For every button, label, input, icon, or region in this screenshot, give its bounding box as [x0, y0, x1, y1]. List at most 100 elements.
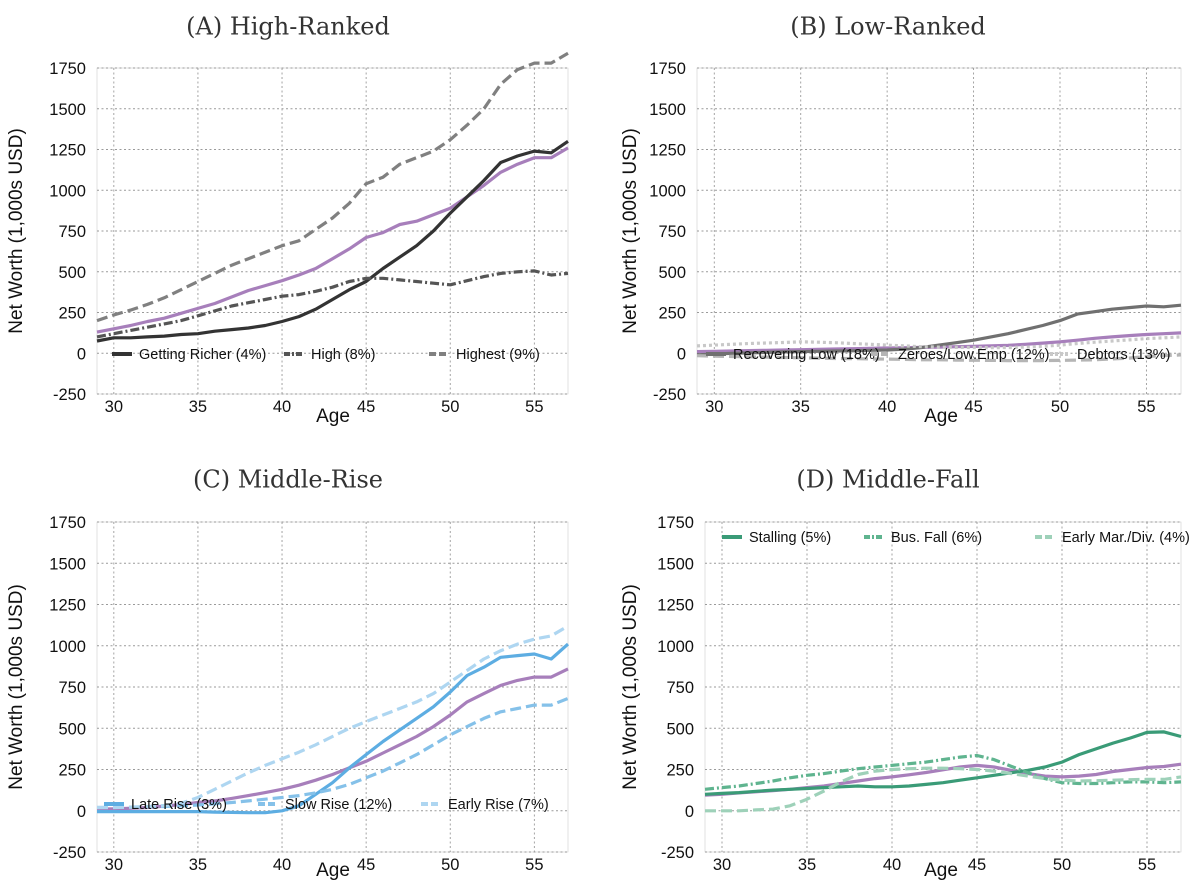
- legend-label: Bus. Fall (6%): [891, 530, 982, 546]
- y-tick-label: 1500: [49, 555, 86, 573]
- chart-panel-4: (D) Middle-Fall 30 35 40 45 50 55 -250 0 250 500 75…: [620, 466, 1190, 882]
- x-tick-label: 50: [441, 398, 459, 416]
- legend-label: Getting Richer (4%): [139, 347, 266, 363]
- y-axis-label: Net Worth (1,000s USD): [6, 584, 27, 790]
- chart-panel-2: (B) Low-Ranked 30 35 40 45 50 55 -250 0 250 500 750…: [620, 13, 1182, 427]
- panel-title: (B) Low-Ranked: [790, 13, 986, 41]
- series-line-high-8: [96, 269, 569, 339]
- chart-panel-1: (A) High-Ranked 30 35 40 45 50 55 -250 0 250 500 75…: [6, 13, 569, 427]
- y-tick-label: 1500: [649, 101, 686, 119]
- legend-label: Highest (9%): [456, 347, 540, 363]
- y-tick-label: 1750: [49, 60, 86, 78]
- y-tick-label: 1000: [657, 638, 694, 656]
- y-tick-label: 500: [58, 720, 86, 738]
- series-line-debtors-13: [696, 335, 1182, 350]
- legend-label: Early Mar./Div. (4%): [1062, 530, 1190, 546]
- y-tick-label: 0: [77, 803, 86, 821]
- x-tick-label: 45: [968, 856, 986, 874]
- x-axis-label: Age: [316, 860, 350, 881]
- y-tick-label: -250: [653, 386, 686, 404]
- y-tick-label: 250: [666, 762, 694, 780]
- x-tick-label: 30: [105, 398, 123, 416]
- y-tick-label: 250: [658, 305, 686, 323]
- series-line-zeroes-low-emp-12: [696, 353, 1182, 363]
- y-tick-label: -250: [53, 844, 86, 862]
- x-tick-label: 40: [878, 398, 896, 416]
- y-tick-label: 0: [685, 803, 694, 821]
- y-tick-label: -250: [661, 844, 694, 862]
- series-line-reference: [96, 146, 569, 334]
- y-axis-label: Net Worth (1,000s USD): [6, 128, 27, 334]
- series-line-getting-richer-4: [96, 139, 569, 343]
- y-tick-label: 1500: [49, 101, 86, 119]
- x-tick-label: 30: [713, 856, 731, 874]
- x-tick-label: 35: [189, 856, 207, 874]
- legend-label: Late Rise (3%): [131, 797, 227, 813]
- x-tick-label: 35: [798, 856, 816, 874]
- y-tick-label: 0: [77, 345, 86, 363]
- x-tick-label: 35: [189, 398, 207, 416]
- x-tick-label: 55: [1138, 856, 1156, 874]
- y-tick-label: 1750: [649, 60, 686, 78]
- panel-title: (A) High-Ranked: [186, 13, 390, 41]
- y-tick-label: 500: [658, 264, 686, 282]
- y-tick-label: 1750: [657, 514, 694, 532]
- series-line-slow-rise-12: [97, 697, 569, 810]
- y-tick-label: 1000: [49, 182, 86, 200]
- y-tick-label: 1750: [49, 514, 86, 532]
- y-tick-label: 1000: [49, 638, 86, 656]
- series-line-stalling-5: [704, 730, 1182, 796]
- y-tick-label: 1250: [49, 142, 86, 160]
- x-axis-label: Age: [924, 406, 958, 427]
- x-tick-label: 50: [441, 856, 459, 874]
- series-line-recovering-low-18: [696, 303, 1182, 357]
- x-tick-label: 55: [525, 856, 543, 874]
- y-tick-label: 500: [58, 264, 86, 282]
- y-axis-label: Net Worth (1,000s USD): [620, 584, 641, 790]
- chart-panel-3: (C) Middle-Rise 30 35 40 45 50 55 -250 0 250 500 75…: [6, 466, 570, 881]
- x-tick-label: 45: [357, 856, 375, 874]
- y-tick-label: 1000: [649, 182, 686, 200]
- x-tick-label: 30: [705, 398, 723, 416]
- x-tick-label: 40: [273, 398, 291, 416]
- y-axis-label: Net Worth (1,000s USD): [620, 128, 641, 334]
- plot-frame: [704, 521, 1182, 853]
- legend-label: High (8%): [311, 347, 375, 363]
- legend-label: Early Rise (7%): [448, 797, 549, 813]
- legend-label: Recovering Low (18%): [733, 347, 880, 363]
- panel-title: (D) Middle-Fall: [796, 466, 979, 494]
- y-tick-label: 750: [658, 223, 686, 241]
- y-tick-label: 250: [58, 762, 86, 780]
- y-tick-label: 750: [666, 679, 694, 697]
- x-tick-label: 50: [1053, 856, 1071, 874]
- legend-label: Zeroes/Low.Emp (12%): [898, 347, 1050, 363]
- x-tick-label: 50: [1051, 398, 1069, 416]
- y-tick-label: 1250: [649, 142, 686, 160]
- x-tick-label: 30: [105, 856, 123, 874]
- panel-title: (C) Middle-Rise: [193, 466, 383, 494]
- y-tick-label: 750: [58, 679, 86, 697]
- x-axis-label: Age: [924, 860, 958, 881]
- x-tick-label: 40: [883, 856, 901, 874]
- legend-label: Stalling (5%): [749, 530, 831, 546]
- legend-label: Debtors (13%): [1077, 347, 1170, 363]
- y-tick-label: 250: [58, 305, 86, 323]
- y-tick-label: 750: [58, 223, 86, 241]
- series-line-early-rise-7: [97, 624, 569, 810]
- x-tick-label: 40: [273, 856, 291, 874]
- y-tick-label: 0: [677, 345, 686, 363]
- y-tick-label: 1250: [657, 597, 694, 615]
- series-line-highest-9: [96, 51, 569, 323]
- y-tick-label: -250: [53, 386, 86, 404]
- x-tick-label: 45: [357, 398, 375, 416]
- x-tick-label: 55: [1137, 398, 1155, 416]
- series-line-late-rise-3: [97, 642, 570, 815]
- y-tick-label: 1500: [657, 555, 694, 573]
- x-axis-label: Age: [316, 406, 350, 427]
- y-tick-label: 1250: [49, 597, 86, 615]
- y-tick-label: 500: [666, 720, 694, 738]
- series-line-bus-fall-6: [704, 753, 1182, 791]
- x-tick-label: 55: [525, 398, 543, 416]
- series-line-early-mar-div-4: [705, 766, 1182, 813]
